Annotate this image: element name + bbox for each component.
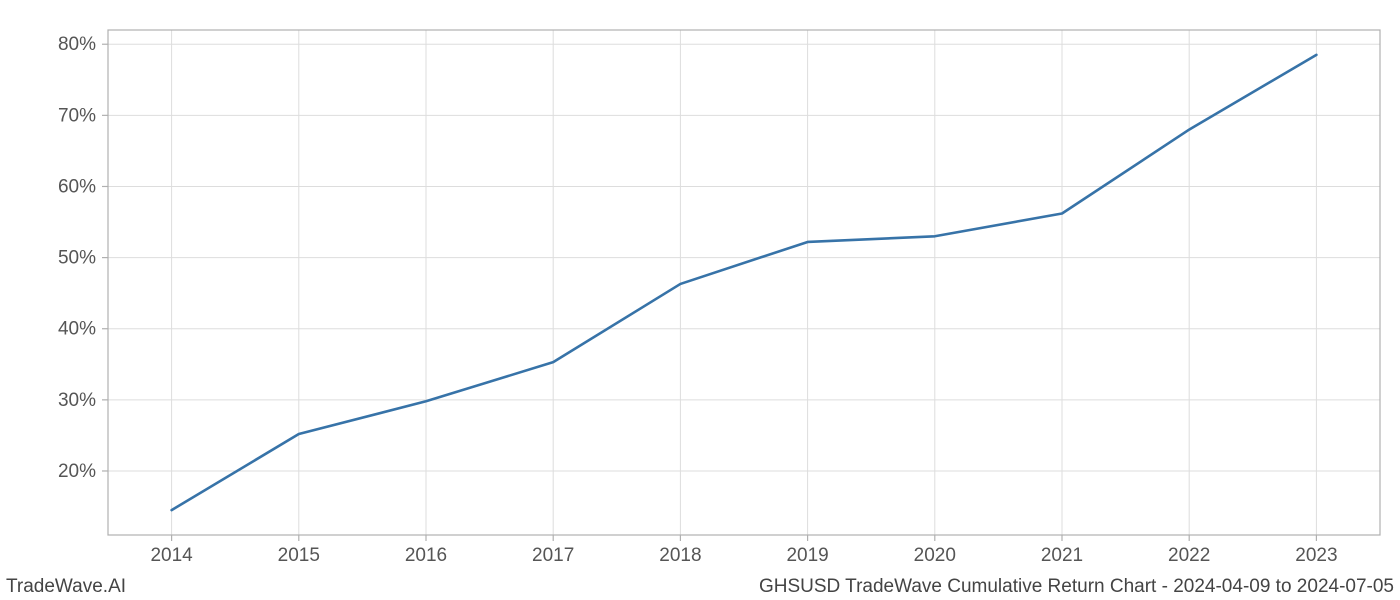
x-tick-label: 2014 xyxy=(150,545,193,566)
y-tick-label: 70% xyxy=(58,105,96,126)
x-tick-label: 2016 xyxy=(405,545,447,566)
y-tick-label: 80% xyxy=(58,34,96,55)
x-tick-label: 2020 xyxy=(914,545,956,566)
y-tick-label: 50% xyxy=(58,248,96,269)
x-tick-label: 2022 xyxy=(1168,545,1210,566)
x-tick-label: 2021 xyxy=(1041,545,1083,566)
x-tick-label: 2017 xyxy=(532,545,574,566)
y-tick-label: 20% xyxy=(58,461,96,482)
y-tick-label: 60% xyxy=(58,176,96,197)
x-tick-label: 2019 xyxy=(786,545,828,566)
line-chart: 2014 2015 2016 2017 2018 2019 2020 2021 2022 2023… xyxy=(0,0,1400,600)
x-tick-label: 2015 xyxy=(278,545,320,566)
y-tick-label: 40% xyxy=(58,319,96,340)
y-tick-label: 30% xyxy=(58,390,96,411)
x-tick-label: 2023 xyxy=(1295,545,1337,566)
chart-container: 2014 2015 2016 2017 2018 2019 2020 2021 2022 2023… xyxy=(0,0,1400,600)
footer-brand: TradeWave.AI xyxy=(6,576,126,598)
footer-caption: GHSUSD TradeWave Cumulative Return Chart… xyxy=(759,576,1394,598)
x-tick-label: 2018 xyxy=(659,545,701,566)
